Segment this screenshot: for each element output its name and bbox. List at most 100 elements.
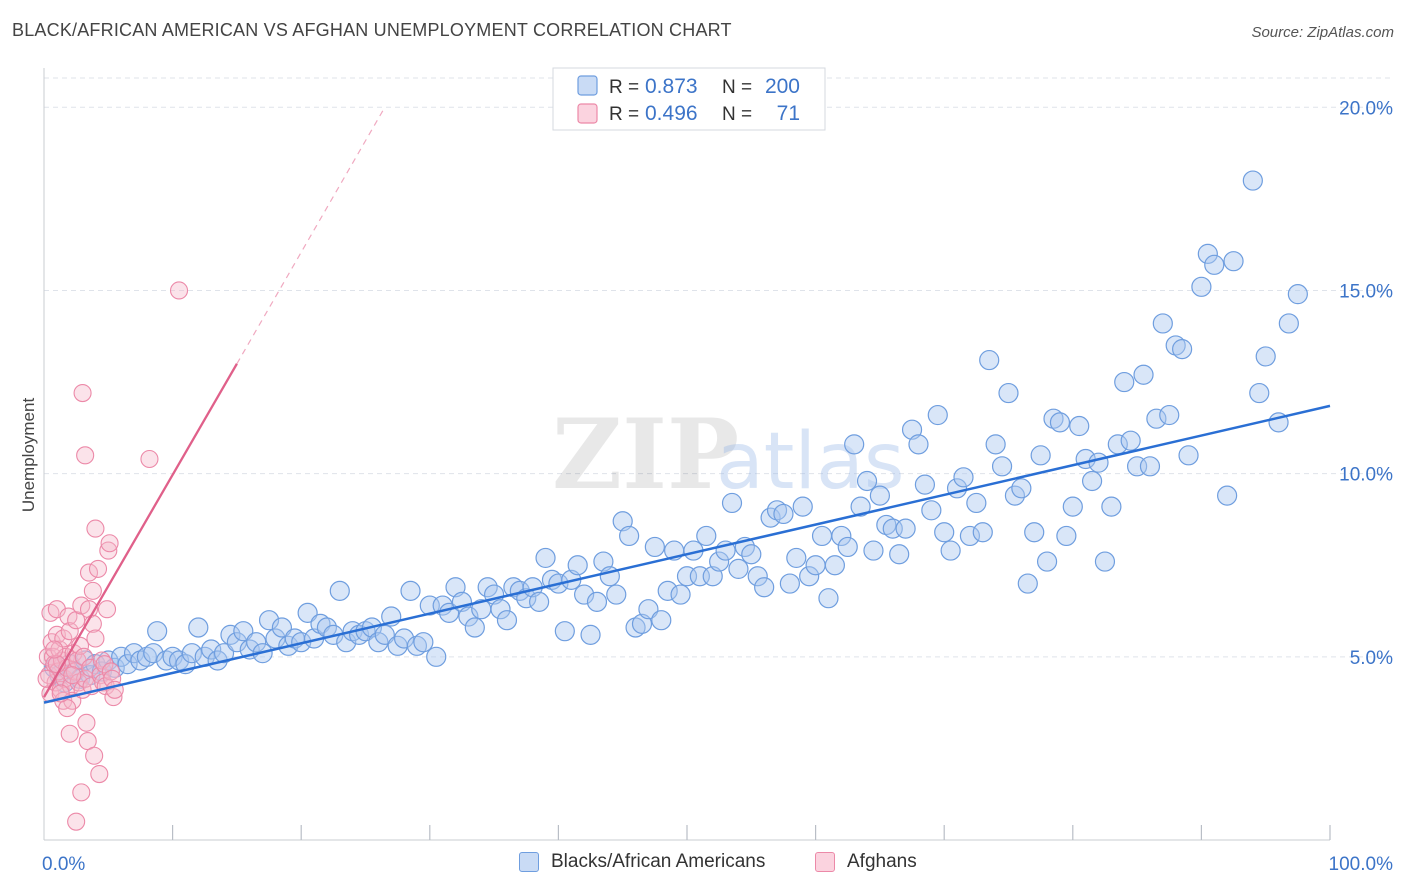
stats-legend: R = 0.873 N = 200 R = 0.496 N = 71 (552, 67, 826, 131)
afghans-point (104, 688, 123, 707)
blacks-point (728, 558, 749, 580)
legend-n-label: N = (722, 104, 752, 125)
blacks-point (1146, 408, 1167, 429)
blacks-point (1036, 551, 1058, 572)
blacks-point (940, 540, 961, 561)
blacks-point (985, 434, 1006, 455)
legend-swatch-blacks (519, 852, 539, 872)
afghans-point (72, 783, 91, 802)
blacks-point (181, 643, 202, 664)
blacks-point (258, 610, 280, 631)
afghans-point (169, 281, 189, 300)
blacks-point (406, 635, 428, 656)
blacks-point (143, 643, 164, 664)
afghans-point (88, 559, 108, 578)
blacks-point (1223, 251, 1244, 272)
blacks-point (496, 610, 518, 631)
blacks-point (908, 434, 929, 455)
afghans-point (73, 384, 92, 403)
y-tick-label: 5.0% (1350, 648, 1393, 669)
blacks-point (651, 610, 672, 631)
blacks-point (741, 544, 762, 565)
blacks-point (1062, 496, 1083, 517)
afghans-point (47, 600, 66, 619)
y-tick-label: 20.0% (1339, 98, 1393, 119)
blacks-point (246, 632, 267, 653)
afghans-point (60, 724, 79, 743)
y-axis-label: Unemployment (19, 398, 38, 513)
blacks-trend-line (43, 404, 1331, 704)
series-legend: Blacks/African Americans Afghans (0, 851, 1406, 877)
afghans-point (76, 446, 95, 465)
blacks-point (297, 602, 318, 623)
blacks-point (953, 467, 974, 488)
afghans-point (97, 600, 117, 619)
blacks-point (876, 514, 897, 536)
blacks-point (1278, 313, 1299, 334)
afghans-point (74, 647, 93, 666)
blacks-point (1120, 430, 1141, 451)
legend-r-value: 0.496 (645, 102, 698, 125)
legend-n-label: N = (722, 77, 752, 98)
blacks-point (824, 555, 845, 576)
blacks-point (426, 646, 447, 667)
blacks-point (1049, 412, 1071, 433)
blacks-point (850, 496, 871, 517)
blacks-point (837, 536, 858, 558)
afghans-trend-extension (236, 107, 386, 365)
blacks-point (201, 639, 222, 660)
legend-item-afghans[interactable]: Afghans (815, 851, 917, 873)
legend-label-blacks: Blacks/African Americans (551, 851, 766, 872)
blacks-point (972, 522, 993, 543)
afghans-point (50, 640, 69, 659)
blacks-point (136, 646, 157, 667)
blacks-point (792, 496, 813, 517)
blacks-point (162, 646, 183, 667)
afghans-point (99, 541, 118, 560)
legend-item-blacks[interactable]: Blacks/African Americans (519, 851, 765, 873)
blacks-point (574, 584, 595, 605)
blacks-point (168, 650, 190, 671)
blacks-point (934, 522, 955, 543)
blacks-point (1204, 254, 1225, 275)
legend-swatch-pink (577, 103, 598, 124)
blacks-point (1101, 496, 1122, 517)
blacks-point (696, 525, 717, 547)
blacks-point (1139, 456, 1161, 477)
blacks-point (869, 485, 891, 506)
blacks-point (754, 577, 775, 598)
afghans-point (85, 746, 104, 765)
x-tick-label: 100.0% (1329, 854, 1394, 875)
blacks-point (130, 650, 151, 671)
blacks-point (1242, 170, 1263, 191)
blacks-point (1088, 452, 1109, 473)
afghans-point (83, 581, 102, 600)
blacks-point (233, 621, 254, 642)
blacks-point (1024, 522, 1045, 543)
blacks-point (773, 503, 794, 525)
blacks-point (799, 566, 820, 587)
blacks-point (458, 606, 479, 627)
blacks-point (271, 617, 293, 638)
blacks-point (811, 525, 833, 547)
blacks-point (979, 349, 1000, 371)
blacks-point (1094, 551, 1116, 572)
blacks-point (856, 470, 878, 492)
blacks-point (1152, 313, 1173, 334)
blacks-point (831, 525, 852, 547)
blacks-point (117, 654, 138, 675)
afghans-point (81, 658, 100, 677)
afghans-point (86, 519, 105, 538)
blacks-point (670, 584, 691, 605)
legend-r-value: 0.873 (645, 75, 698, 98)
legend-label-afghans: Afghans (847, 851, 917, 872)
blacks-point (766, 500, 788, 521)
watermark: ZIP atlas (552, 398, 905, 511)
afghans-point (101, 662, 120, 681)
afghans-point (63, 666, 82, 685)
blacks-point (1159, 404, 1180, 426)
blacks-point (464, 617, 485, 638)
blacks-point (914, 474, 936, 495)
afghans-point (60, 622, 79, 641)
